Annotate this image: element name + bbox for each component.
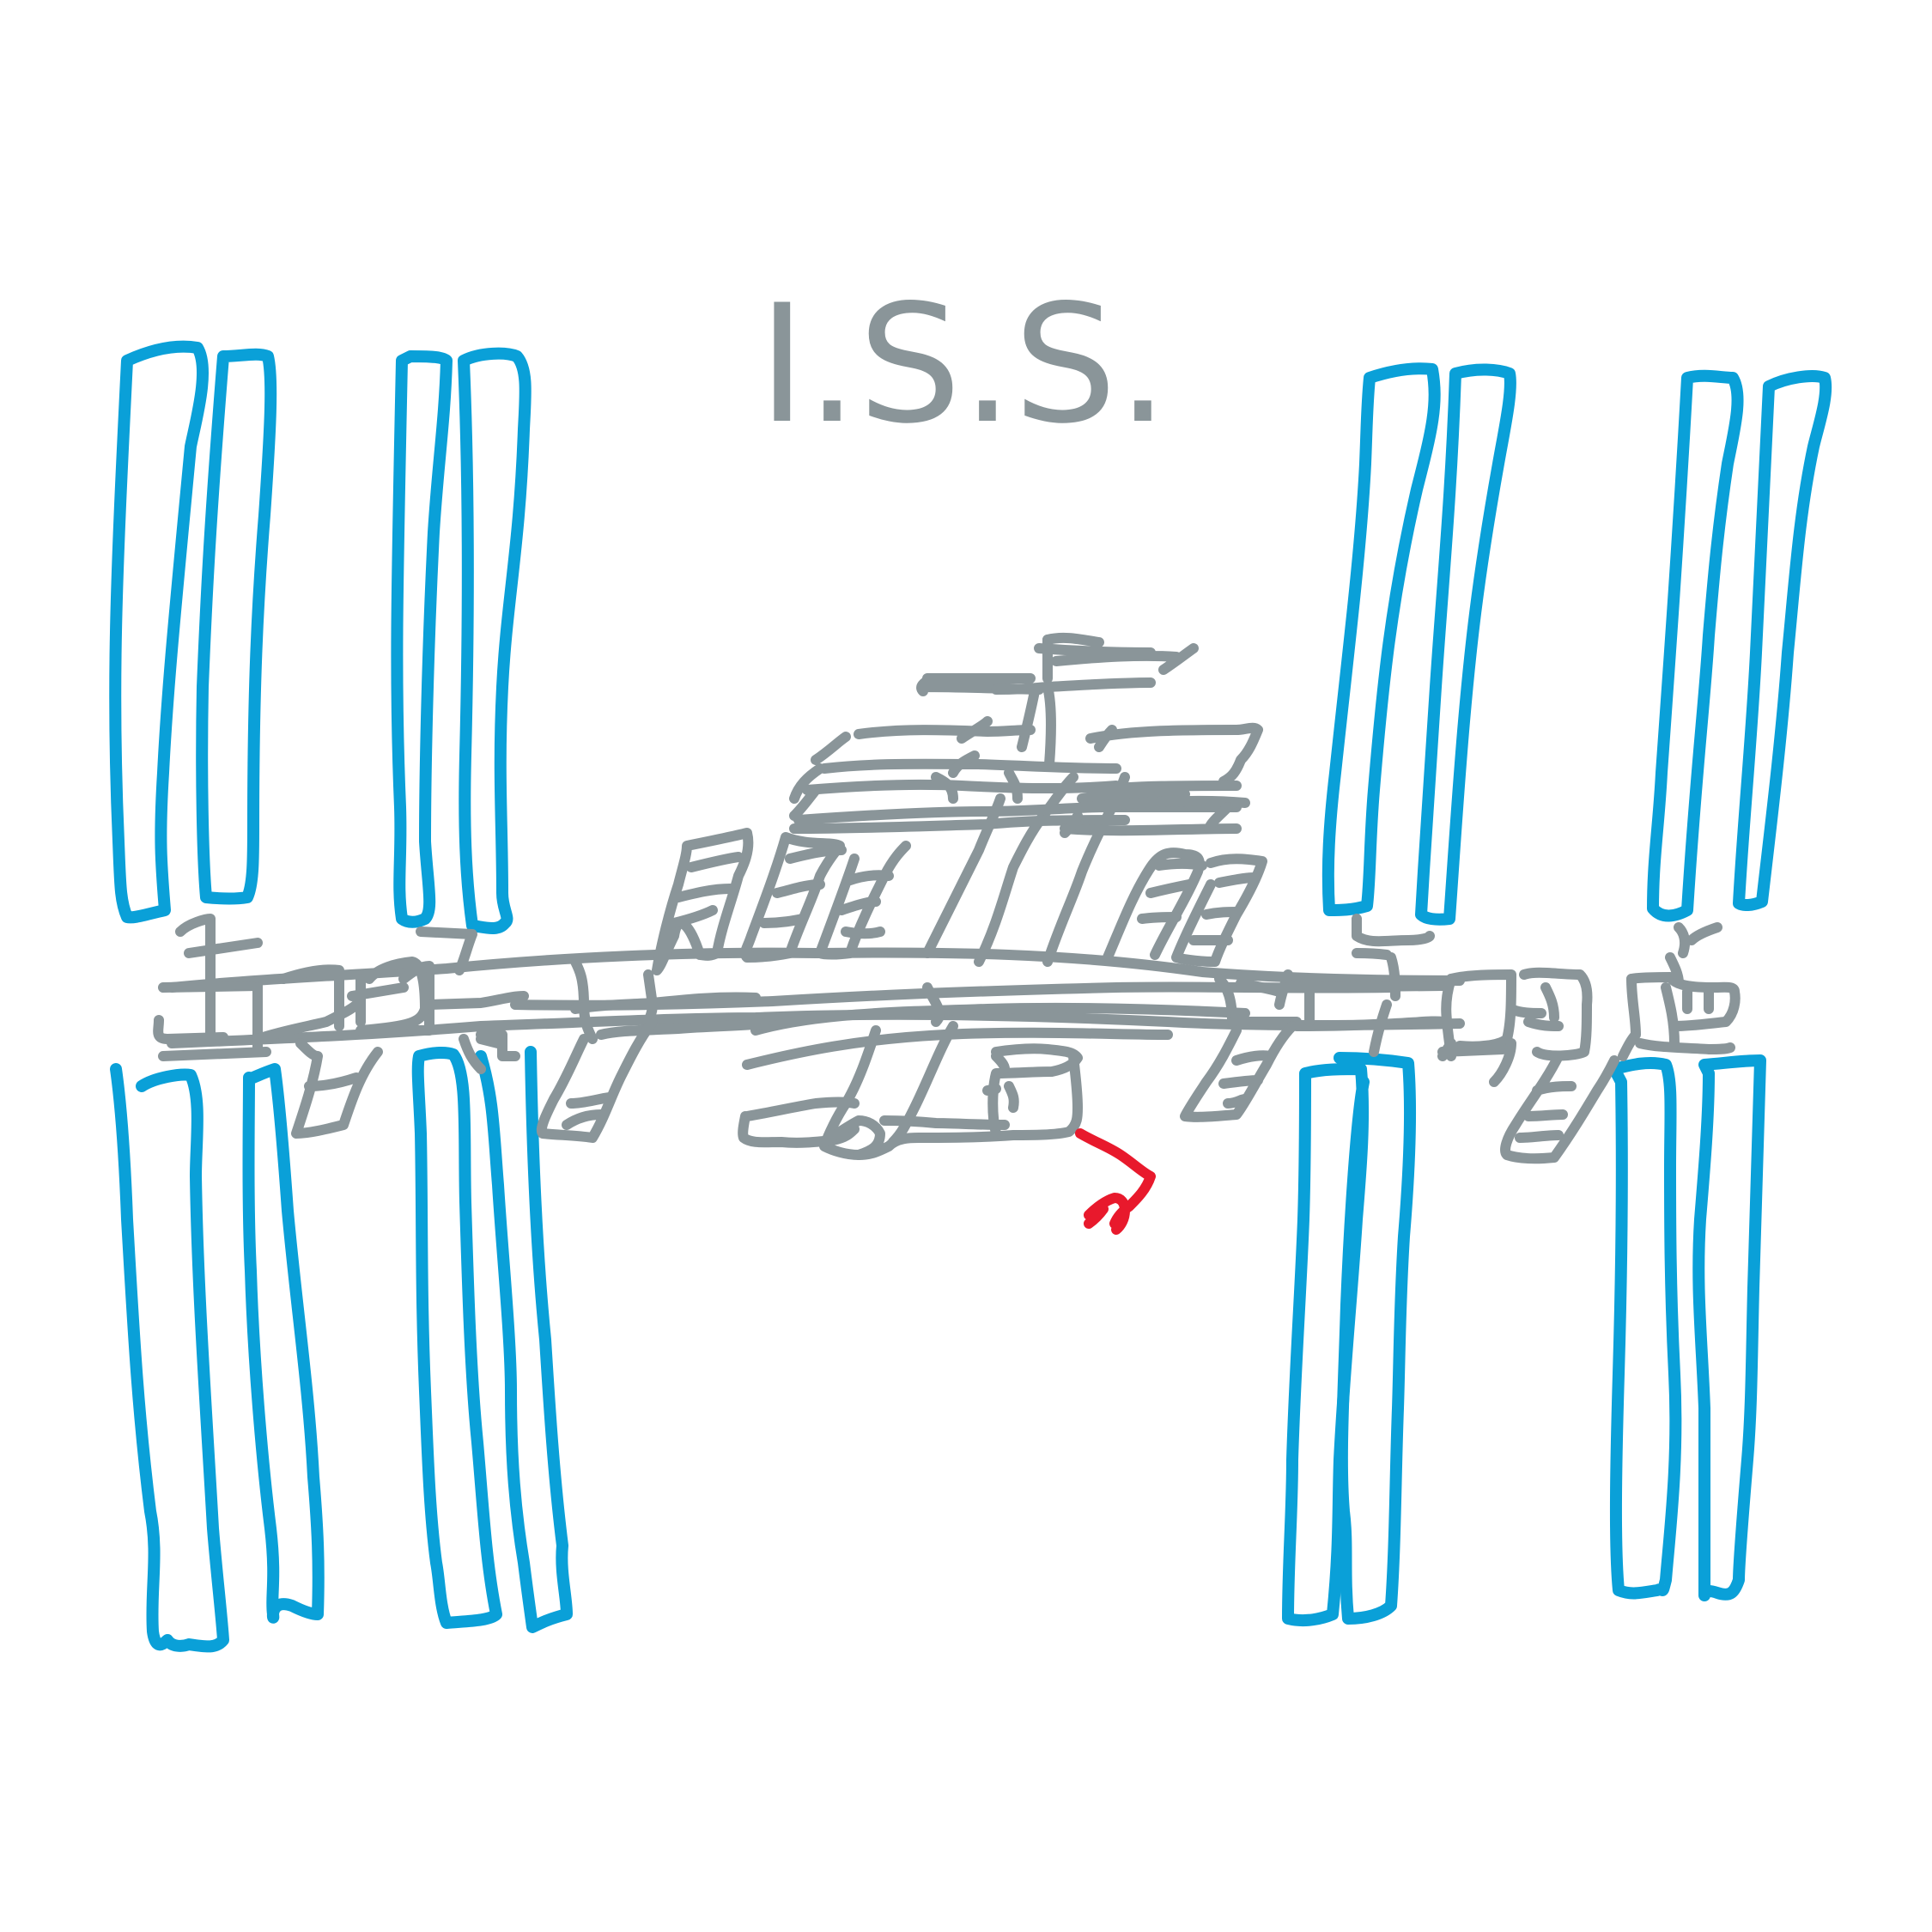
title: I.S.S. bbox=[758, 270, 1169, 459]
solar-panels bbox=[109, 340, 1832, 1653]
solar-array-upper-right-2 bbox=[1647, 369, 1832, 922]
solar-array-lower-right-1 bbox=[1282, 1052, 1417, 1627]
solar-array-upper-left-1 bbox=[109, 340, 277, 924]
solar-array-lower-left-2 bbox=[411, 1046, 573, 1633]
solar-array-lower-left-1 bbox=[110, 1063, 325, 1653]
solar-array-upper-right-1 bbox=[1321, 362, 1516, 926]
solar-array-upper-left-2 bbox=[391, 347, 532, 934]
truss-structure bbox=[153, 632, 1741, 1164]
robotic-arm bbox=[1075, 1128, 1156, 1235]
solar-array-lower-right-2 bbox=[1608, 1054, 1766, 1601]
